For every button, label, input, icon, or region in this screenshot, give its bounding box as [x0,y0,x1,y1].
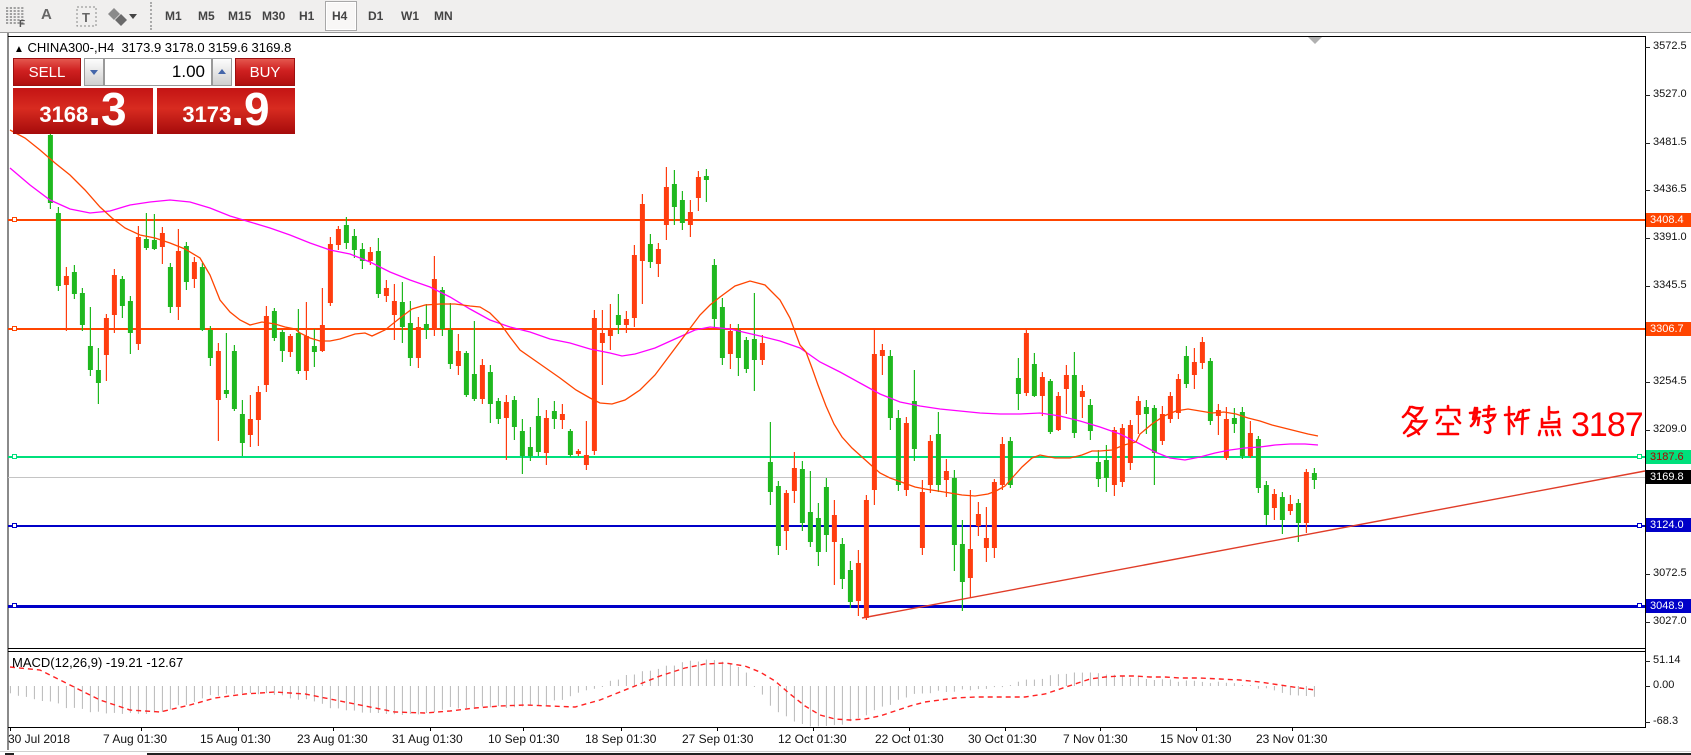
svg-text:3187: 3187 [1571,406,1643,443]
svg-text:F: F [19,19,25,28]
svg-text:T: T [82,10,90,25]
